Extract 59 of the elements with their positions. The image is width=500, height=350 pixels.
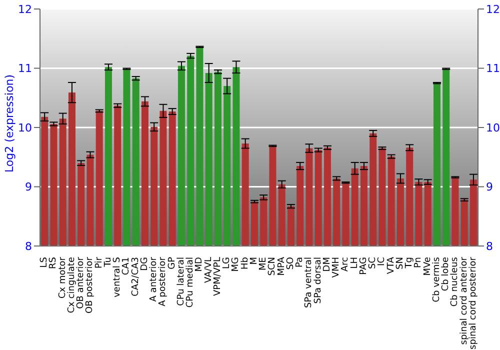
y-tick-label: 11 [18, 62, 32, 76]
x-tick-label: Cb vermis [432, 256, 442, 302]
x-tick-label: SN [395, 257, 406, 270]
x-tick-label: ventral S [112, 256, 123, 298]
y-tick-label: 10 [18, 121, 32, 134]
x-tick-label: A anterior [149, 256, 160, 302]
x-tick-label: SPa dorsal [313, 257, 324, 304]
x-tick-label: Cb nucleus [450, 256, 460, 307]
x-tick-label: VTA [386, 256, 396, 274]
y-tick-label: 9 [25, 180, 32, 194]
x-tick-label: spinal cord posterior [468, 256, 478, 350]
x-tick-label: Tg [404, 257, 415, 270]
x-tick-label: MG [231, 256, 242, 272]
x-tick-label: CPu medial [186, 257, 196, 308]
x-tick-label: SPa ventral [304, 257, 314, 308]
x-tick-label: Pa [295, 257, 306, 268]
x-tick-label: Cx cingulate [66, 256, 77, 314]
x-tick-label: Cb lobe [441, 256, 452, 292]
x-tick-label: Cx motor [58, 256, 68, 298]
y2-tick-label: 11 [486, 62, 500, 76]
x-tick-label: IC [377, 257, 388, 266]
x-tick-label: MPA [276, 256, 287, 276]
x-tick-label: LH [350, 257, 360, 269]
x-tick-label: A posterior [158, 256, 168, 306]
x-tick-label: LS [40, 256, 50, 268]
y2-tick-label: 12 [486, 2, 500, 16]
x-tick-label: OB anterior [76, 256, 86, 309]
x-tick-label: CPu lateral [176, 257, 186, 306]
x-tick-label: RS [48, 256, 59, 269]
x-tick-label: Tu [103, 257, 114, 268]
y-tick-label: 8 [25, 240, 32, 253]
x-tick-label: SC [368, 257, 378, 269]
x-tick-label: MD [194, 256, 205, 272]
y2-tick-label: 10 [486, 121, 500, 134]
y2-tick-label: 8 [486, 240, 493, 253]
x-tick-label: spinal cord anterior [459, 256, 470, 345]
x-tick-label: SO [286, 257, 296, 270]
x-tick-label: LG [222, 256, 232, 269]
x-tick-label: ME [258, 256, 269, 270]
x-tick-label: VPM/VPL [212, 257, 223, 296]
x-tick-label: VMH [332, 257, 342, 278]
x-tick-label: OB posterior [85, 256, 96, 314]
x-tick-label: SCN [268, 257, 278, 276]
x-tick-label: Pn [414, 257, 424, 268]
x-tick-label: PAG [358, 256, 369, 275]
x-tick-label: Arc [340, 256, 351, 272]
x-tick-label: Hb [240, 256, 250, 270]
x-tick-label: MVe [422, 256, 433, 276]
y-tick-label: 12 [18, 2, 32, 16]
x-tick-label: GP [167, 256, 178, 270]
x-tick-label: Pir [94, 256, 104, 268]
x-tick-label: DM [322, 257, 332, 272]
y-axis-title: Log2 (expression) [2, 74, 16, 172]
x-tick-label: M [249, 257, 260, 265]
y2-tick-label: 9 [486, 180, 493, 194]
x-tick-label: DG [140, 256, 150, 271]
x-tick-label: VA/VL [204, 257, 214, 283]
x-tick-label: CA2/CA3 [130, 257, 141, 296]
x-tick-label: CA1 [122, 257, 132, 276]
